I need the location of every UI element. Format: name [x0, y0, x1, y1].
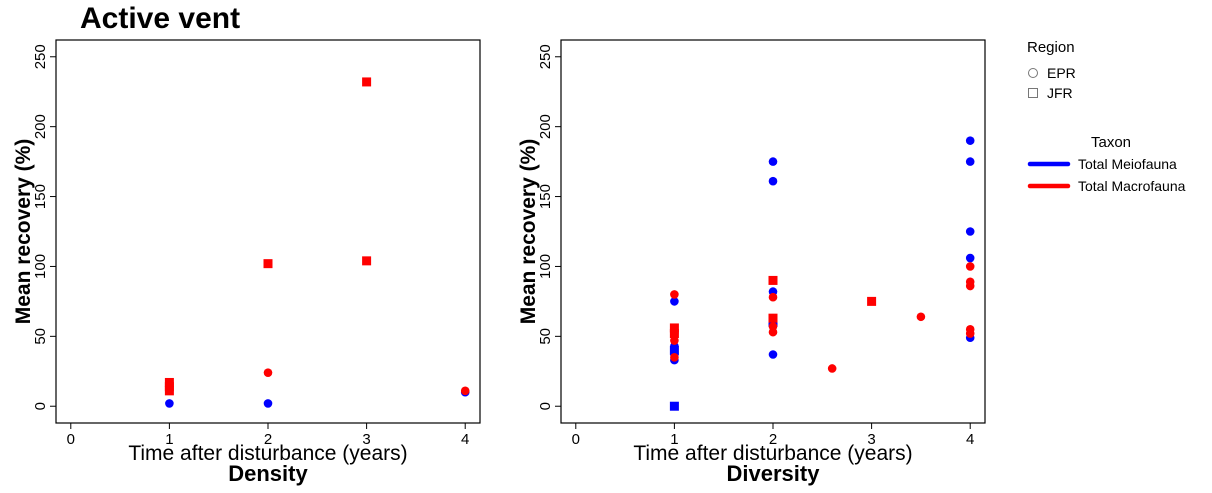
- data-point-circle: [768, 157, 778, 166]
- y-tick-label: 50: [537, 328, 554, 345]
- data-point-circle: [670, 336, 679, 345]
- data-point-square: [867, 296, 877, 306]
- x-tick-label: 3: [362, 431, 370, 448]
- data-point-square: [768, 275, 778, 285]
- data-point-circle: [670, 290, 679, 299]
- data-point-square: [669, 323, 679, 333]
- data-point-square: [669, 329, 679, 339]
- data-point-circle: [165, 399, 174, 408]
- data-point-circle: [768, 350, 778, 359]
- data-point-circle: [965, 157, 975, 166]
- data-point-circle: [768, 292, 778, 302]
- x-tick-label: 1: [165, 431, 173, 448]
- data-point-circle: [768, 327, 778, 337]
- panel-caption: Diversity: [727, 461, 821, 486]
- data-point-circle: [965, 253, 975, 263]
- data-point-circle: [965, 227, 975, 236]
- legend-taxon-label: Total Meiofauna: [1078, 156, 1177, 172]
- legend-taxon-label: Total Macrofauna: [1078, 178, 1186, 194]
- data-point-square: [669, 345, 679, 355]
- x-tick-label: 0: [572, 431, 580, 448]
- x-tick-label: 1: [670, 431, 678, 448]
- data-point-circle: [768, 176, 778, 186]
- data-point-circle: [965, 136, 975, 145]
- density-panel: 0 1 2 3 4 0 50 100 150 200 250 Time after disturban…: [12, 39, 481, 486]
- y-tick-label: 250: [32, 44, 49, 69]
- data-point-circle: [670, 353, 679, 362]
- x-tick-label: 2: [769, 431, 777, 448]
- x-axis-title: Time after disturbance (years): [128, 442, 407, 465]
- data-point-circle: [263, 399, 273, 408]
- legend-region-label: JFR: [1047, 85, 1073, 101]
- y-tick-label: 150: [537, 184, 554, 209]
- data-point-circle: [965, 281, 975, 291]
- data-point-circle: [916, 312, 926, 322]
- x-tick-label: 4: [461, 431, 469, 448]
- legend-region-label: EPR: [1047, 65, 1076, 81]
- data-point-circle: [263, 368, 273, 377]
- plot-frame: [55, 39, 481, 424]
- x-tick-label: 4: [966, 431, 974, 448]
- y-tick-label: 100: [537, 254, 554, 279]
- data-point-square: [362, 256, 372, 266]
- data-point-circle: [827, 364, 837, 373]
- figure-title: Active vent: [80, 2, 241, 35]
- y-tick-label: 50: [32, 328, 49, 345]
- x-axis-title: Time after disturbance (years): [633, 442, 912, 465]
- data-point-circle: [965, 329, 975, 338]
- legend-circle-icon: [1028, 68, 1038, 78]
- y-tick-label: 250: [537, 44, 554, 69]
- legend-square-icon: [1028, 88, 1038, 98]
- y-tick-label: 0: [537, 402, 554, 410]
- y-tick-label: 200: [537, 114, 554, 139]
- y-axis-title: Mean recovery (%): [12, 139, 35, 325]
- data-point-square: [669, 401, 679, 411]
- y-tick-label: 0: [32, 402, 49, 410]
- legend-taxon-title: Taxon: [1091, 134, 1131, 151]
- x-tick-label: 0: [67, 431, 75, 448]
- legend-region-title: Region: [1027, 39, 1075, 56]
- data-point-circle: [670, 297, 679, 306]
- data-point-square: [263, 259, 273, 269]
- data-point-square: [768, 313, 778, 323]
- y-tick-label: 100: [32, 254, 49, 279]
- y-tick-label: 150: [32, 184, 49, 209]
- legend: Region EPR JFR Taxon Total Meiofauna Total Ma…: [1027, 39, 1186, 194]
- data-point-square: [164, 377, 174, 387]
- data-point-square: [362, 77, 372, 87]
- x-tick-label: 3: [867, 431, 875, 448]
- data-point-circle: [460, 386, 470, 396]
- plot-frame: [560, 39, 986, 424]
- y-axis-title: Mean recovery (%): [517, 139, 540, 325]
- data-point-circle: [965, 262, 975, 271]
- x-tick-label: 2: [264, 431, 272, 448]
- diversity-panel: 0 1 2 3 4 0 50 100 150 200 250 Time after disturban…: [517, 39, 986, 486]
- panel-caption: Density: [228, 461, 308, 486]
- y-tick-label: 200: [32, 114, 49, 139]
